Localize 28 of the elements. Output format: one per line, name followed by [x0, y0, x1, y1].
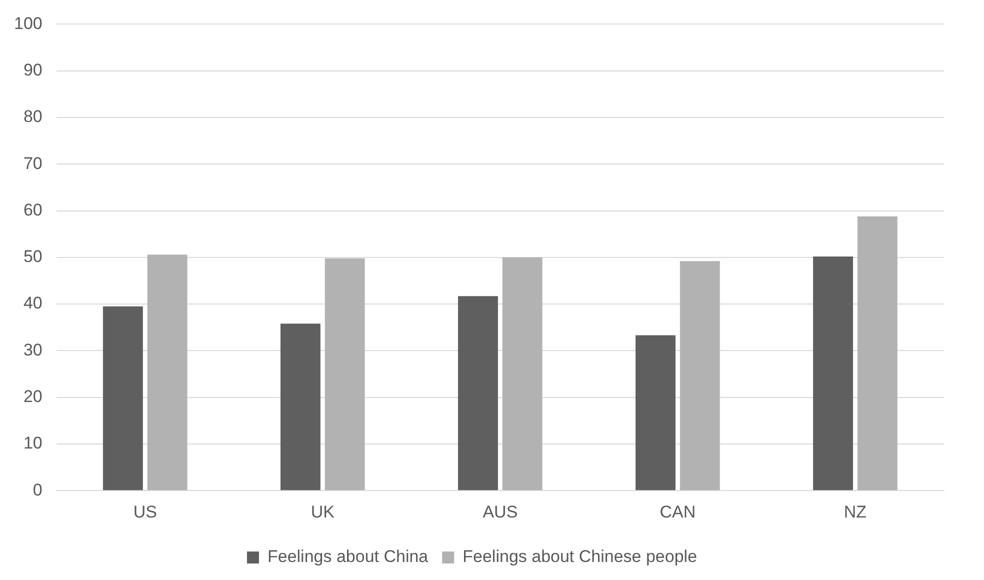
- y-tick-label: 90: [23, 60, 42, 80]
- legend-label: Feelings about China: [267, 547, 429, 566]
- y-tick-label: 100: [14, 14, 42, 33]
- bar: [147, 254, 188, 490]
- y-tick-label: 10: [23, 434, 42, 453]
- x-tick-label: US: [133, 502, 157, 522]
- bar: [458, 296, 498, 490]
- y-tick-label: 20: [23, 387, 42, 406]
- y-tick-label: 30: [23, 340, 42, 360]
- x-tick-label: CAN: [660, 502, 696, 522]
- x-tick-label: UK: [310, 502, 336, 522]
- y-tick-label: 50: [23, 247, 42, 266]
- x-tick-label: NZ: [844, 502, 867, 522]
- bar: [813, 256, 854, 490]
- y-tick-label: 60: [23, 200, 42, 220]
- y-tick-label: 70: [23, 154, 42, 173]
- legend-label: Feelings about Chinese people: [462, 547, 698, 566]
- bar: [636, 335, 676, 490]
- x-tick-label: AUS: [482, 502, 518, 522]
- bar: [280, 324, 320, 490]
- bar: [324, 258, 365, 490]
- bar: [502, 257, 542, 490]
- y-tick-label: 40: [23, 294, 42, 313]
- bar: [102, 306, 143, 490]
- y-tick-label: 0: [32, 480, 42, 500]
- bar: [857, 216, 898, 490]
- bar: [680, 261, 720, 490]
- y-tick-label: 80: [23, 107, 42, 126]
